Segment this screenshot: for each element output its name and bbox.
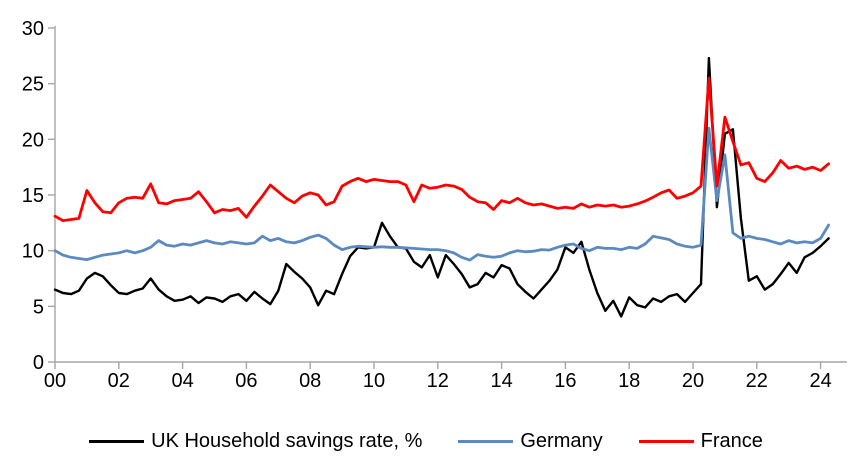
uk-line-swatch	[89, 439, 145, 443]
x-tick-label: 04	[171, 370, 193, 392]
series-line-uk-household-savings-rate	[53, 56, 830, 318]
y-tick-label: 25	[22, 74, 44, 96]
y-tick-label: 0	[33, 352, 44, 374]
x-tick-label: 16	[554, 370, 576, 392]
x-tick-label: 18	[618, 370, 640, 392]
chart-legend: UK Household savings rate, % Germany Fra…	[0, 429, 852, 453]
x-tick-label: 24	[809, 370, 831, 392]
legend-item-germany: Germany	[458, 429, 603, 453]
y-tick-label: 10	[22, 241, 44, 263]
x-tick-label: 06	[235, 370, 257, 392]
series-line-germany	[53, 126, 830, 262]
x-tick-label: 10	[363, 370, 385, 392]
x-tick-label: 12	[427, 370, 449, 392]
x-tick-label: 00	[44, 370, 66, 392]
legend-label-germany: Germany	[520, 430, 603, 452]
legend-item-france: France	[638, 429, 763, 453]
y-tick-label: 30	[22, 18, 44, 40]
x-tick-label: 02	[108, 370, 130, 392]
x-tick-label: 22	[746, 370, 768, 392]
series-line-france	[53, 76, 830, 223]
x-tick-label: 20	[682, 370, 704, 392]
legend-label-uk: UK Household savings rate, %	[151, 430, 423, 452]
y-tick-label: 5	[33, 296, 44, 318]
france-line-swatch	[638, 439, 694, 443]
y-tick-label: 15	[22, 185, 44, 207]
y-tick-label: 20	[22, 129, 44, 151]
x-tick-label: 14	[490, 370, 512, 392]
x-tick-label: 08	[299, 370, 321, 392]
legend-item-uk: UK Household savings rate, %	[89, 429, 422, 453]
germany-line-swatch	[458, 439, 514, 443]
legend-label-france: France	[700, 430, 763, 452]
